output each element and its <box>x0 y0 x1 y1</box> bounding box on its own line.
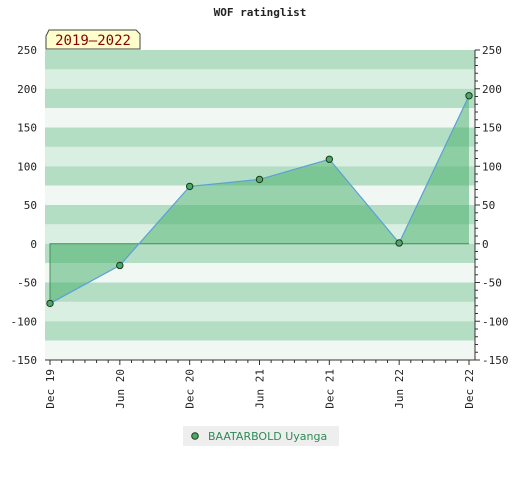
grid-band <box>45 108 475 128</box>
data-point <box>325 155 334 163</box>
period-badge-box <box>45 29 141 50</box>
grid-band <box>45 146 475 167</box>
data-point <box>116 261 124 270</box>
data-point <box>465 92 473 100</box>
grid-band <box>45 50 475 70</box>
y-tick-label-right: 0 <box>482 238 489 251</box>
data-point <box>395 239 403 247</box>
x-tick-label: Dec 20 <box>184 369 197 409</box>
legend-marker <box>191 432 199 440</box>
grid-band <box>45 88 475 109</box>
y-tick-label-left: -50 <box>17 277 37 290</box>
data-point <box>185 182 194 191</box>
y-tick-label-left: 150 <box>17 122 37 135</box>
period-badge-text: 2019–2022 <box>55 33 131 49</box>
x-tick-label: Dec 21 <box>323 369 336 409</box>
legend-box <box>183 426 339 446</box>
grid-band <box>45 127 475 147</box>
data-point <box>46 299 54 308</box>
y-tick-label-left: 200 <box>17 83 37 96</box>
y-tick-label-right: 250 <box>482 44 502 57</box>
grid-band <box>45 243 475 264</box>
grid-band <box>45 69 475 89</box>
x-tick-label: Jun 20 <box>114 369 127 409</box>
points <box>46 92 473 308</box>
data-point <box>255 175 264 184</box>
y-tick-label-left: 50 <box>24 199 37 212</box>
grid-band <box>45 340 475 360</box>
axes: -150 -150 -100 -100 -50 -50 0 0 50 50 100 100 150 150… <box>11 44 509 409</box>
x-tick-label: Jun 22 <box>393 369 406 409</box>
series-area <box>50 95 469 304</box>
y-tick-label-left: 250 <box>17 44 37 57</box>
y-tick-label-left: -100 <box>11 315 38 328</box>
y-tick-label-right: 100 <box>482 160 502 173</box>
y-tick-label-right: 150 <box>482 122 502 135</box>
chart-title: WOF ratinglist <box>214 6 307 19</box>
y-tick-label-left: 0 <box>30 238 37 251</box>
y-tick-label-right: -50 <box>482 277 502 290</box>
grid-band <box>45 263 475 283</box>
legend-label: BAATARBOLD Uyanga <box>208 430 327 443</box>
x-tick-label: Dec 19 <box>44 369 57 409</box>
grid-band <box>45 321 475 341</box>
grid-band <box>45 282 475 302</box>
y-tick-label-right: 50 <box>482 199 495 212</box>
y-tick-label-left: -150 <box>11 354 38 367</box>
zero-baseline <box>49 243 469 304</box>
x-tick-label: Jun 21 <box>254 369 267 409</box>
y-tick-label-right: -100 <box>482 315 509 328</box>
x-tick-label: Dec 22 <box>463 369 476 409</box>
y-tick-label-right: 200 <box>482 83 502 96</box>
period-badge: 2019–2022 <box>45 29 141 50</box>
legend: BAATARBOLD Uyanga <box>183 426 339 446</box>
y-tick-label-left: 100 <box>17 160 37 173</box>
y-tick-label-right: -150 <box>482 354 509 367</box>
grid-band <box>45 301 475 322</box>
